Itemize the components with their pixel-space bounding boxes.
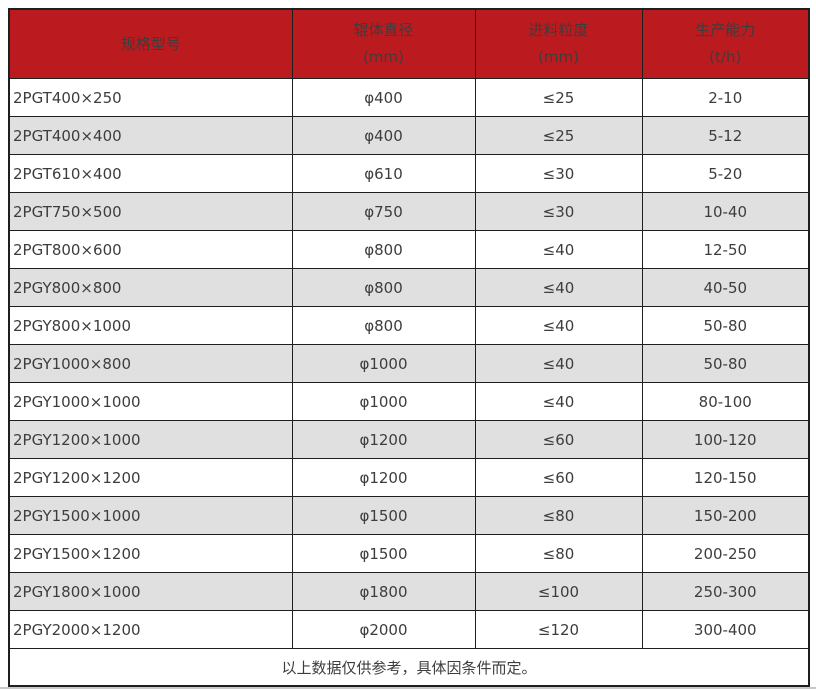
model-cell: 2PGY1000×1000: [8, 382, 293, 421]
diameter-cell: φ1200: [291, 420, 476, 459]
feed-size-cell: ≤40: [474, 344, 643, 383]
diameter-cell: φ400: [291, 78, 476, 117]
table-row: 2PGT800×600 φ800 ≤40 12-50: [8, 230, 810, 269]
feed-size-cell: ≤120: [474, 610, 643, 649]
model-cell: 2PGT400×250: [8, 78, 293, 117]
model-cell: 2PGY1200×1200: [8, 458, 293, 497]
capacity-cell: 100-120: [641, 420, 810, 459]
table-row: 2PGY1800×1000 φ1800 ≤100 250-300: [8, 572, 810, 611]
capacity-cell: 12-50: [641, 230, 810, 269]
table-row: 2PGY800×800 φ800 ≤40 40-50: [8, 268, 810, 307]
diameter-cell: φ800: [291, 230, 476, 269]
table-row: 2PGT750×500 φ750 ≤30 10-40: [8, 192, 810, 231]
table-row: 2PGT400×250 φ400 ≤25 2-10: [8, 78, 810, 117]
column-header-capacity-title: 生产能力: [695, 21, 756, 39]
capacity-cell: 10-40: [641, 192, 810, 231]
model-cell: 2PGY1200×1000: [8, 420, 293, 459]
feed-size-cell: ≤40: [474, 268, 643, 307]
feed-size-cell: ≤40: [474, 306, 643, 345]
column-header-model-title: 规格型号: [120, 34, 181, 53]
model-cell: 2PGT610×400: [8, 154, 293, 193]
spec-table: 规格型号 辊体直径 (mm) 进料粒度 (mm) 生产能力 (t/h) 2P: [8, 8, 810, 687]
capacity-cell: 5-12: [641, 116, 810, 155]
diameter-cell: φ750: [291, 192, 476, 231]
feed-size-cell: ≤25: [474, 116, 643, 155]
page-bottom-edge: [0, 687, 816, 689]
capacity-cell: 50-80: [641, 306, 810, 345]
model-cell: 2PGT800×600: [8, 230, 293, 269]
spec-table-header: 规格型号 辊体直径 (mm) 进料粒度 (mm) 生产能力 (t/h): [8, 8, 810, 79]
column-header-roller-diameter: 辊体直径 (mm): [291, 8, 476, 79]
feed-size-cell: ≤100: [474, 572, 643, 611]
feed-size-cell: ≤60: [474, 458, 643, 497]
header-row: 规格型号 辊体直径 (mm) 进料粒度 (mm) 生产能力 (t/h): [8, 8, 810, 79]
diameter-cell: φ800: [291, 268, 476, 307]
feed-size-cell: ≤60: [474, 420, 643, 459]
table-row: 2PGY1000×800 φ1000 ≤40 50-80: [8, 344, 810, 383]
feed-size-cell: ≤30: [474, 154, 643, 193]
capacity-cell: 200-250: [641, 534, 810, 573]
table-row: 2PGT610×400 φ610 ≤30 5-20: [8, 154, 810, 193]
capacity-cell: 150-200: [641, 496, 810, 535]
table-row: 2PGY800×1000 φ800 ≤40 50-80: [8, 306, 810, 345]
table-row: 2PGY1200×1000 φ1200 ≤60 100-120: [8, 420, 810, 459]
diameter-cell: φ1800: [291, 572, 476, 611]
table-row: 2PGT400×400 φ400 ≤25 5-12: [8, 116, 810, 155]
footer-row: 以上数据仅供参考，具体因条件而定。: [8, 648, 810, 687]
feed-size-cell: ≤30: [474, 192, 643, 231]
model-cell: 2PGY800×800: [8, 268, 293, 307]
feed-size-cell: ≤40: [474, 382, 643, 421]
column-header-feed-size-title: 进料粒度: [528, 21, 589, 39]
diameter-cell: φ1500: [291, 496, 476, 535]
capacity-cell: 120-150: [641, 458, 810, 497]
capacity-cell: 80-100: [641, 382, 810, 421]
feed-size-cell: ≤80: [474, 534, 643, 573]
diameter-cell: φ1000: [291, 344, 476, 383]
table-row: 2PGY1000×1000 φ1000 ≤40 80-100: [8, 382, 810, 421]
capacity-cell: 40-50: [641, 268, 810, 307]
model-cell: 2PGT400×400: [8, 116, 293, 155]
feed-size-cell: ≤40: [474, 230, 643, 269]
model-cell: 2PGY1000×800: [8, 344, 293, 383]
model-cell: 2PGY2000×1200: [8, 610, 293, 649]
column-header-capacity-unit: (t/h): [709, 48, 742, 66]
footer-note: 以上数据仅供参考，具体因条件而定。: [8, 648, 810, 687]
capacity-cell: 2-10: [641, 78, 810, 117]
model-cell: 2PGT750×500: [8, 192, 293, 231]
model-cell: 2PGY1500×1200: [8, 534, 293, 573]
model-cell: 2PGY1800×1000: [8, 572, 293, 611]
column-header-roller-diameter-title: 辊体直径: [353, 21, 414, 39]
diameter-cell: φ400: [291, 116, 476, 155]
diameter-cell: φ800: [291, 306, 476, 345]
diameter-cell: φ610: [291, 154, 476, 193]
spec-table-footer: 以上数据仅供参考，具体因条件而定。: [8, 648, 810, 687]
column-header-feed-size: 进料粒度 (mm): [474, 8, 643, 79]
spec-table-body: 2PGT400×250 φ400 ≤25 2-10 2PGT400×400 φ400 ≤25…: [8, 78, 810, 649]
table-row: 2PGY2000×1200 φ2000 ≤120 300-400: [8, 610, 810, 649]
table-row: 2PGY1500×1000 φ1500 ≤80 150-200: [8, 496, 810, 535]
column-header-roller-diameter-unit: (mm): [363, 48, 404, 66]
feed-size-cell: ≤80: [474, 496, 643, 535]
capacity-cell: 300-400: [641, 610, 810, 649]
model-cell: 2PGY800×1000: [8, 306, 293, 345]
column-header-capacity: 生产能力 (t/h): [641, 8, 810, 79]
column-header-feed-size-unit: (mm): [538, 48, 579, 66]
feed-size-cell: ≤25: [474, 78, 643, 117]
diameter-cell: φ1200: [291, 458, 476, 497]
table-row: 2PGY1500×1200 φ1500 ≤80 200-250: [8, 534, 810, 573]
capacity-cell: 50-80: [641, 344, 810, 383]
model-cell: 2PGY1500×1000: [8, 496, 293, 535]
table-row: 2PGY1200×1200 φ1200 ≤60 120-150: [8, 458, 810, 497]
column-header-model: 规格型号: [8, 8, 293, 79]
diameter-cell: φ2000: [291, 610, 476, 649]
diameter-cell: φ1000: [291, 382, 476, 421]
diameter-cell: φ1500: [291, 534, 476, 573]
capacity-cell: 5-20: [641, 154, 810, 193]
capacity-cell: 250-300: [641, 572, 810, 611]
